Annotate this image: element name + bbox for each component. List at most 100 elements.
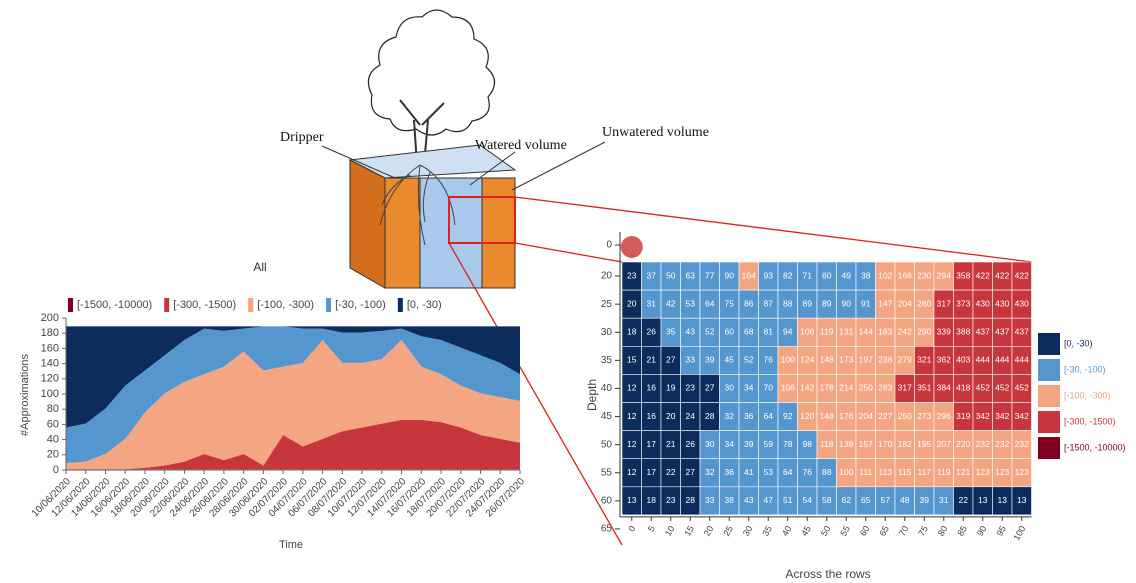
cell-label: 422: [1015, 270, 1029, 280]
legend-swatch: [68, 298, 73, 312]
cell-label: 232: [1015, 439, 1029, 449]
tree-trunk: [399, 99, 445, 166]
cell-label: 119: [937, 467, 951, 477]
cell-label: 88: [822, 467, 832, 477]
cell-label: 31: [939, 495, 949, 505]
cell-label: 82: [783, 270, 793, 280]
cell-label: 144: [859, 327, 873, 337]
pointer: [511, 141, 606, 191]
cell-label: 157: [859, 439, 873, 449]
cell-label: 50: [666, 270, 676, 280]
cell-label: 98: [803, 439, 813, 449]
cell-label: 242: [898, 327, 912, 337]
cell-label: 437: [995, 327, 1009, 337]
cell-label: 23: [666, 495, 676, 505]
x-tick-label: 0: [626, 524, 637, 533]
legend-label: [-300, -1500): [1064, 416, 1116, 426]
x-tick-label: 90: [975, 524, 989, 538]
cell-label: 28: [705, 411, 715, 421]
box-front-right: [481, 177, 516, 289]
cell-label: 207: [937, 439, 951, 449]
roots: [379, 164, 456, 246]
legend-label: [-30, -100): [335, 299, 386, 311]
cell-label: 358: [956, 270, 970, 280]
y-tick-label: 20: [601, 271, 613, 282]
cell-label: 89: [822, 298, 832, 308]
cell-label: 452: [995, 383, 1009, 393]
cell-label: 93: [764, 270, 774, 280]
cell-label: 12: [627, 383, 637, 393]
cell-label: 384: [937, 383, 951, 393]
x-tick-label: 20: [702, 524, 716, 538]
cell-label: 20: [627, 298, 637, 308]
cell-label: 106: [800, 327, 814, 337]
cell-label: 204: [859, 411, 873, 421]
cell-label: 119: [820, 327, 834, 337]
legend-swatch: [1038, 437, 1060, 459]
cell-label: 30: [725, 383, 735, 393]
diagram-label: Dripper: [280, 130, 324, 145]
cell-label: 124: [800, 355, 814, 365]
x-tick-label: 60: [858, 524, 872, 538]
cell-label: 18: [627, 327, 637, 337]
cell-label: 27: [666, 355, 676, 365]
cell-label: 170: [878, 439, 892, 449]
cell-label: 77: [705, 270, 715, 280]
cell-label: 173: [839, 355, 853, 365]
cell-label: 89: [803, 298, 813, 308]
x-tick-label: 70: [897, 524, 911, 538]
cell-label: 34: [744, 383, 754, 393]
x-tick-label: 35: [760, 524, 774, 538]
zoom-line: [514, 242, 623, 263]
y-tick-label: 20: [47, 449, 59, 461]
x-tick-label: 95: [994, 524, 1008, 538]
cell-label: 197: [859, 355, 873, 365]
legend-swatch: [1038, 333, 1060, 355]
cell-label: 12: [627, 439, 637, 449]
y-tick-label: 60: [47, 418, 59, 430]
cell-label: 28: [686, 495, 696, 505]
cell-label: 176: [839, 411, 853, 421]
x-tick-label: 75: [916, 524, 930, 538]
x-tick-label: 25: [721, 524, 735, 538]
cell-label: 12: [627, 411, 637, 421]
legend-label: [-1500, -10000): [77, 299, 152, 311]
cell-label: 59: [764, 439, 774, 449]
y-tick-label: 25: [601, 299, 613, 310]
cell-label: 27: [686, 467, 696, 477]
legend-swatch: [1038, 359, 1060, 381]
cell-label: 131: [839, 327, 853, 337]
cell-label: 64: [764, 411, 774, 421]
legend-swatch: [397, 298, 403, 312]
cell-label: 60: [725, 327, 735, 337]
x-tick-label: 45: [799, 524, 813, 538]
cell-label: 437: [976, 327, 990, 337]
cell-label: 120: [800, 411, 814, 421]
cell-label: 13: [1017, 495, 1027, 505]
cell-label: 87: [764, 298, 774, 308]
zoom-line: [448, 242, 623, 546]
cell-label: 76: [764, 355, 774, 365]
cell-label: 418: [956, 383, 970, 393]
legend-label: [-100, -300): [257, 299, 314, 311]
y-tick-label: 40: [601, 383, 613, 394]
cell-label: 35: [666, 327, 676, 337]
box-front-left: [384, 177, 421, 289]
cell-label: 26: [647, 327, 657, 337]
cell-label: 430: [976, 298, 990, 308]
cell-label: 23: [627, 270, 637, 280]
y-axis-label: #Approximations: [19, 354, 31, 436]
cell-label: 294: [937, 270, 951, 280]
cell-label: 64: [705, 298, 715, 308]
cell-label: 26: [686, 439, 696, 449]
cell-label: 68: [744, 327, 754, 337]
cell-label: 178: [820, 383, 834, 393]
cell-label: 12: [627, 467, 637, 477]
soil-diagram: Dripper Watered volume Unwatered volume: [280, 9, 709, 289]
legend-swatch: [248, 298, 254, 312]
cell-label: 182: [898, 439, 912, 449]
cell-label: 34: [725, 439, 735, 449]
cell-label: 115: [898, 467, 912, 477]
x-axis-label: Across the rows: [785, 567, 870, 581]
